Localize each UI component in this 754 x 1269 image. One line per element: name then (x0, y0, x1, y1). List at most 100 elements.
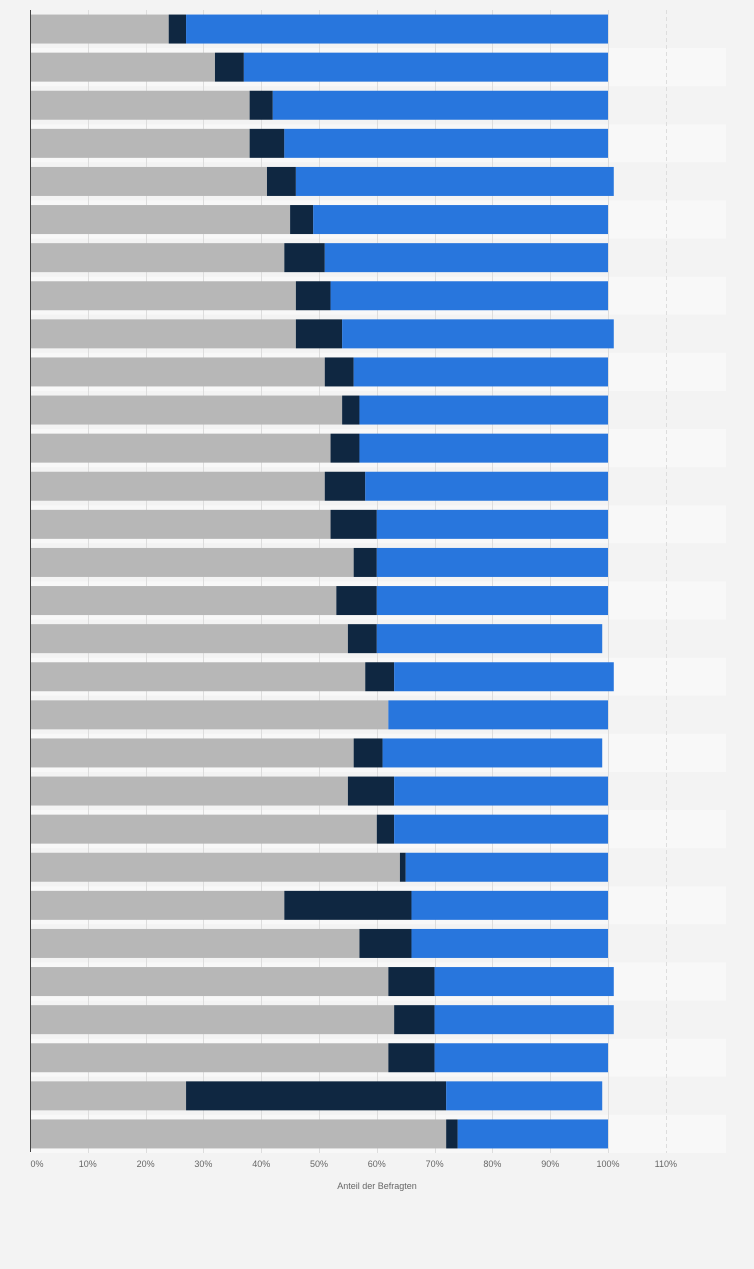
bar-segment-2 (336, 586, 377, 616)
bar-segment-1 (30, 700, 389, 730)
bar-segment-1 (30, 814, 377, 844)
bar-segment-3 (284, 128, 608, 158)
bar-segment-1 (30, 662, 366, 692)
bar-segment-2 (214, 52, 244, 82)
bar-segment-3 (376, 624, 603, 654)
x-tick-label: 80% (483, 1159, 501, 1169)
bar-segment-2 (353, 738, 383, 768)
bar-segment-3 (243, 52, 609, 82)
bar-segment-3 (295, 166, 614, 196)
bar-segment-3 (342, 319, 614, 349)
bar-segment-1 (30, 547, 354, 577)
x-axis-title: Anteil der Befragten (337, 1181, 417, 1191)
bar-segment-1 (30, 1043, 389, 1073)
x-tick-label: 100% (596, 1159, 619, 1169)
bar-segment-1 (30, 1119, 447, 1149)
bar-segment-3 (394, 814, 608, 844)
bar-segment-3 (186, 14, 608, 44)
bar-segment-2 (342, 395, 360, 425)
bar-segment-1 (30, 890, 285, 920)
bar-segment-1 (30, 776, 348, 806)
bar-segment-2 (249, 128, 285, 158)
bar-segment-1 (30, 395, 343, 425)
bar-segment-3 (388, 700, 608, 730)
x-tick-label: 90% (541, 1159, 559, 1169)
bar-segment-1 (30, 357, 325, 387)
x-tick-label: 10% (79, 1159, 97, 1169)
gridlines (88, 10, 667, 1153)
bar-segment-2 (324, 471, 366, 501)
x-tick-label: 70% (426, 1159, 444, 1169)
bar-segment-1 (30, 928, 360, 958)
x-tick-label: 0% (30, 1159, 43, 1169)
bar-segment-1 (30, 1081, 187, 1111)
bar-segment-3 (359, 433, 608, 463)
x-tick-label: 50% (310, 1159, 328, 1169)
bar-segment-1 (30, 90, 250, 120)
bar-segment-2 (295, 281, 331, 311)
bar-segment-1 (30, 14, 169, 44)
bar-segment-3 (434, 1005, 614, 1035)
bar-segment-1 (30, 128, 250, 158)
bar-segment-2 (359, 928, 412, 958)
bar-segment-2 (446, 1119, 458, 1149)
bar-segment-3 (376, 509, 608, 539)
bar-segment-2 (365, 662, 395, 692)
bar-segment-2 (347, 776, 395, 806)
bar-segment-2 (324, 357, 354, 387)
bar-segment-3 (457, 1119, 608, 1149)
bar-segment-2 (168, 14, 187, 44)
bar-segment-2 (330, 433, 360, 463)
x-tick-label: 110% (655, 1159, 677, 1169)
bar-segment-3 (434, 967, 614, 997)
bar-segment-2 (330, 509, 377, 539)
bar-segment-3 (359, 395, 608, 425)
bar-segment-3 (376, 547, 608, 577)
bar-segment-1 (30, 738, 354, 768)
bar-segment-2 (290, 205, 314, 235)
x-tick-label: 30% (194, 1159, 212, 1169)
bar-segment-1 (30, 319, 296, 349)
bar-segment-2 (295, 319, 343, 349)
x-tick-label: 60% (368, 1159, 386, 1169)
bar-segment-2 (388, 967, 435, 997)
bar-segment-2 (394, 1005, 435, 1035)
bar-segment-3 (272, 90, 608, 120)
bar-segment-1 (30, 243, 285, 273)
bar-segment-1 (30, 471, 325, 501)
bar-segment-3 (365, 471, 608, 501)
x-tick-labels: 0% 10% 20% 30% 40% 50% 60% 70% 80% 90% 100% 110% (30, 1159, 676, 1169)
bar-segment-1 (30, 967, 389, 997)
bar-segment-1 (30, 586, 337, 616)
bar-segment-2 (284, 243, 325, 273)
bar-segment-2 (399, 852, 406, 882)
bar-segment-2 (376, 814, 395, 844)
bar-segment-3 (376, 586, 608, 616)
bar-segment-3 (446, 1081, 603, 1111)
bar-segment-2 (186, 1081, 447, 1111)
bar-segment-1 (30, 205, 291, 235)
bar-segment-1 (30, 281, 296, 311)
bar-segment-1 (30, 1005, 395, 1035)
bar-segment-2 (347, 624, 377, 654)
bar-segment-1 (30, 509, 331, 539)
bar-segment-2 (353, 547, 377, 577)
x-tick-label: 20% (137, 1159, 155, 1169)
bar-segment-3 (324, 243, 608, 273)
bar-segment-1 (30, 852, 400, 882)
bar-segment-3 (313, 205, 608, 235)
bar-segment-2 (266, 166, 296, 196)
bar-segment-3 (353, 357, 608, 387)
x-tick-label: 40% (252, 1159, 270, 1169)
bar-series (30, 14, 614, 1149)
bar-segment-3 (411, 928, 608, 958)
bar-segment-3 (394, 776, 608, 806)
bar-segment-1 (30, 52, 215, 82)
bar-segment-3 (434, 1043, 608, 1073)
bar-segment-3 (411, 890, 608, 920)
bar-segment-2 (284, 890, 412, 920)
bar-segment-1 (30, 624, 348, 654)
bar-segment-1 (30, 433, 331, 463)
